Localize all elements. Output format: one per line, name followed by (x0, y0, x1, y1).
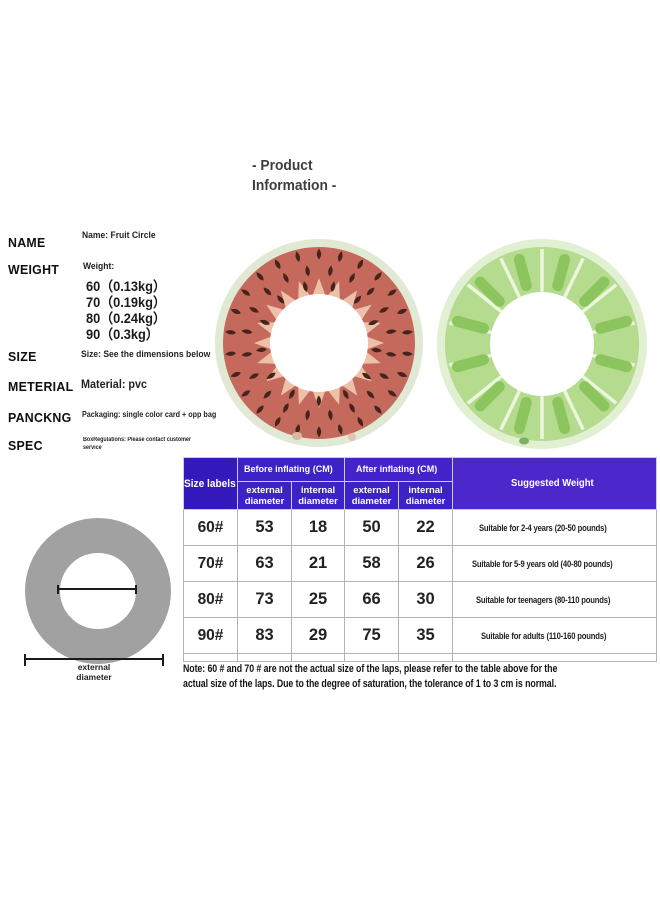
value-cell: 35 (398, 617, 454, 654)
value-cell: 18 (290, 509, 346, 546)
external-diameter-line (24, 654, 164, 666)
value-cell: 53 (237, 509, 292, 546)
print-mark (519, 437, 529, 445)
spec-value-packaging: Packaging: single color card + opp bag (82, 410, 217, 419)
header-before-inflating: Before inflating (CM) (236, 457, 346, 482)
note-line2: actual size of the laps. Due to the degr… (183, 678, 557, 690)
spec-value-name: Name: Fruit Circle (82, 230, 156, 241)
header-suggested-weight: Suggested Weight (452, 457, 658, 510)
value-cell: 58 (344, 545, 400, 582)
spec-label-size: SIZE (8, 349, 37, 364)
page-title: - Product Information - (252, 156, 344, 196)
spec-value-spec: BoxRegulations: Please contact customer … (83, 437, 192, 451)
internal-diameter-line (57, 585, 137, 594)
suggested-weight-cell: Suitable for 2-4 years (20-50 pounds) (452, 509, 658, 546)
note-text: Note: 60 # and 70 # are not the actual s… (183, 662, 651, 692)
spec-label-packaging: PANCKNG (8, 410, 72, 425)
size-table-grid: Size labels Before inflating (CM) After … (183, 457, 658, 662)
value-cell: 83 (237, 617, 292, 654)
table-row-80: 80# 73 25 66 30 Suitable for teenagers (… (183, 581, 658, 618)
header-before-internal: internal diameter (290, 481, 346, 510)
size-cell: 90# (183, 617, 238, 654)
value-cell: 29 (290, 617, 346, 654)
spec-value-material: Material: pvc (81, 377, 148, 391)
value-cell: 25 (290, 581, 346, 618)
header-size-labels: Size labels (183, 457, 238, 510)
spec-label-weight: WEIGHT (8, 262, 60, 277)
suggested-weight-cell: Suitable for 5-9 years old (40-80 pounds… (452, 545, 658, 582)
page-title-line2: Information - (252, 177, 337, 194)
table-row-70: 70# 63 21 58 26 Suitable for 5-9 years o… (183, 545, 658, 582)
value-cell: 22 (398, 509, 454, 546)
value-cell: 66 (344, 581, 400, 618)
spec-label-name: NAME (8, 235, 46, 250)
value-cell: 73 (237, 581, 292, 618)
weight-item: 70（0.19kg） (86, 295, 166, 310)
suggested-weight-cell: Suitable for teenagers (80-110 pounds) (452, 581, 658, 618)
print-mark (348, 433, 356, 441)
value-cell: 30 (398, 581, 454, 618)
spec-label-spec: SPEC (8, 438, 43, 453)
header-after-inflating: After inflating (CM) (344, 457, 454, 482)
spec-value-weight-title: Weight: (83, 261, 115, 272)
header-before-external: external diameter (237, 481, 292, 510)
weight-item: 80（0.24kg） (86, 311, 166, 326)
value-cell: 75 (344, 617, 400, 654)
table-row-90: 90# 83 29 75 35 Suitable for adults (110… (183, 617, 658, 654)
table-row-empty (183, 653, 658, 662)
weight-item: 90（0.3kg） (86, 327, 159, 342)
header-after-external: external diameter (344, 481, 400, 510)
spec-label-material: METERIAL (8, 379, 74, 394)
diameter-diagram-ring (25, 518, 171, 664)
value-cell: 21 (290, 545, 346, 582)
weight-item: 60（0.13kg） (86, 279, 166, 294)
size-table: Size labels Before inflating (CM) After … (183, 457, 658, 662)
page-title-line1: - Product (252, 157, 313, 174)
value-cell: 50 (344, 509, 400, 546)
weight-list: 60（0.13kg） 70（0.19kg） 80（0.24kg） 90（0.3k… (86, 279, 170, 343)
watermelon-ring-image (215, 239, 423, 447)
value-cell: 26 (398, 545, 454, 582)
kiwi-ring-image (437, 239, 647, 449)
table-row-60: 60# 53 18 50 22 Suitable for 2-4 years (… (183, 509, 658, 546)
suggested-weight-cell: Suitable for adults (110-160 pounds) (452, 617, 658, 654)
value-cell: 63 (237, 545, 292, 582)
note-line1: Note: 60 # and 70 # are not the actual s… (183, 663, 558, 675)
size-cell: 80# (183, 581, 238, 618)
size-cell: 60# (183, 509, 238, 546)
external-diameter-label: external diameter (76, 662, 112, 682)
header-after-internal: internal diameter (398, 481, 454, 510)
spec-value-size: Size: See the dimensions below (81, 349, 211, 360)
size-cell: 70# (183, 545, 238, 582)
print-mark (292, 432, 302, 440)
